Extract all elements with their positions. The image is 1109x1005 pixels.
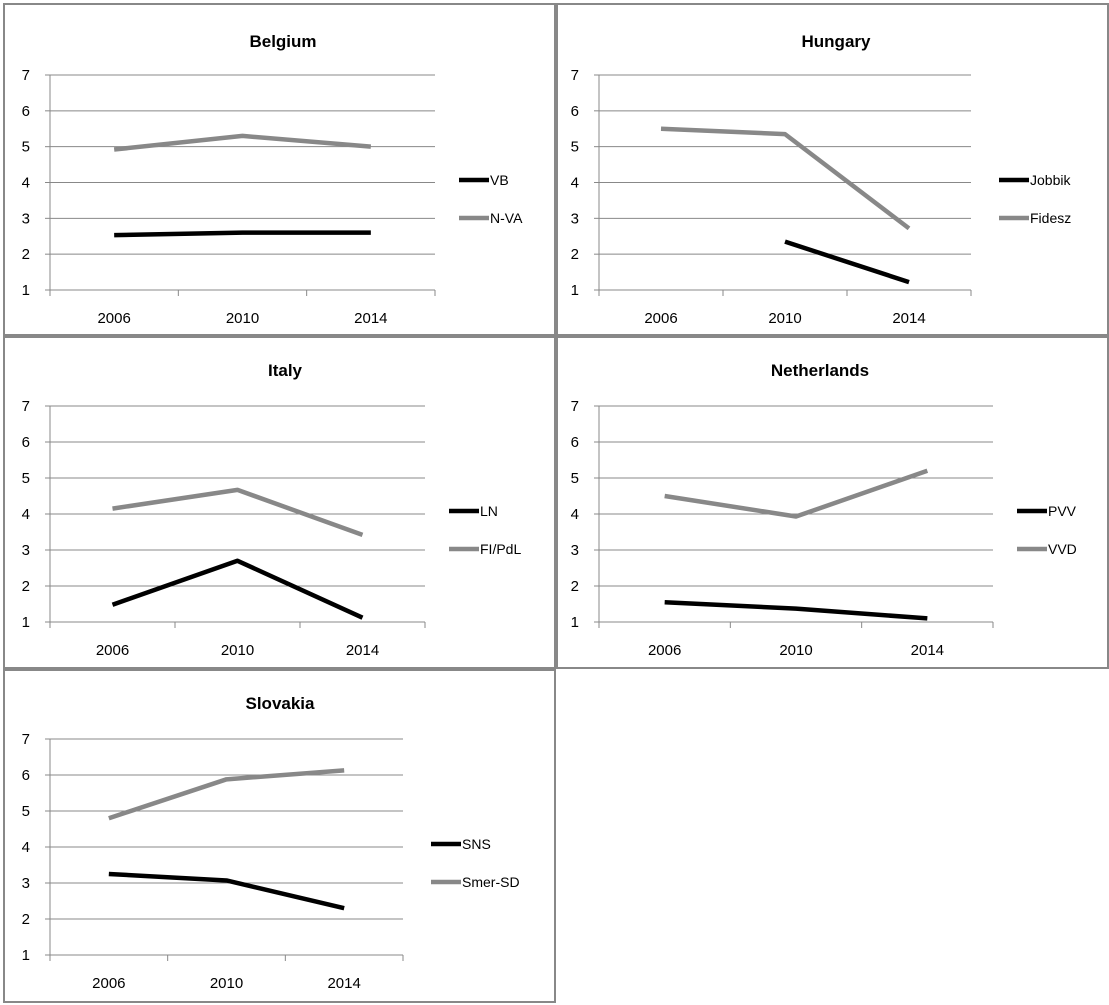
belgium-chart-title: Belgium bbox=[249, 32, 316, 51]
legend-label-vb: VB bbox=[490, 172, 509, 188]
chart-slovakia: Slovakia 1 2 3 4 5 6 7 2006 2010 2014 SNS Smer-SD bbox=[5, 671, 558, 1005]
y-tick-label: 3 bbox=[22, 210, 30, 227]
x-tick-label: 2014 bbox=[892, 310, 925, 327]
y-tick-label: 6 bbox=[571, 103, 579, 120]
chart-panel-slovakia: Slovakia 1 2 3 4 5 6 7 2006 2010 2014 SNS Smer-SD bbox=[3, 669, 556, 1003]
y-tick-label: 6 bbox=[22, 103, 30, 120]
y-tick-label: 1 bbox=[571, 282, 579, 299]
y-tick-label: 3 bbox=[571, 542, 579, 559]
chart-belgium: Belgium 1 2 3 4 5 6 7 2006 2010 2014 VB N-VA bbox=[5, 5, 558, 338]
series-line-jobbik bbox=[785, 242, 909, 282]
y-tick-label: 1 bbox=[571, 614, 579, 631]
y-tick-label: 7 bbox=[571, 67, 579, 84]
y-tick-label: 5 bbox=[571, 470, 579, 487]
x-tick-label: 2006 bbox=[644, 310, 677, 327]
y-tick-label: 1 bbox=[22, 282, 30, 299]
y-tick-label: 2 bbox=[571, 578, 579, 595]
series-line-vb bbox=[114, 233, 371, 236]
y-tick-label: 7 bbox=[571, 398, 579, 415]
x-tick-label: 2010 bbox=[221, 642, 254, 659]
series-line-pvv bbox=[665, 602, 928, 618]
y-tick-label: 6 bbox=[22, 767, 30, 784]
series-line-ln bbox=[113, 561, 363, 618]
y-tick-label: 3 bbox=[22, 875, 30, 892]
x-tick-label: 2006 bbox=[97, 310, 130, 327]
y-tick-label: 7 bbox=[22, 398, 30, 415]
x-tick-label: 2014 bbox=[911, 642, 944, 659]
chart-panel-italy: Italy 1 2 3 4 5 6 7 2006 2010 2014 LN FI/PdL bbox=[3, 336, 556, 669]
hungary-chart-title: Hungary bbox=[802, 32, 872, 51]
legend-label-vvd: VVD bbox=[1048, 541, 1077, 557]
legend-label-fi-pdl: FI/PdL bbox=[480, 541, 521, 557]
slovakia-chart-title: Slovakia bbox=[246, 694, 316, 713]
series-line-n-va bbox=[114, 136, 371, 150]
chart-panel-belgium: Belgium 1 2 3 4 5 6 7 2006 2010 2014 VB N-VA bbox=[3, 3, 556, 336]
legend-label-n-va: N-VA bbox=[490, 210, 523, 226]
chart-panel-netherlands: Netherlands 1 2 3 4 5 6 7 2006 2010 2014 PVV VVD bbox=[556, 336, 1109, 669]
series-line-sns bbox=[109, 874, 344, 908]
x-tick-label: 2014 bbox=[346, 642, 379, 659]
y-tick-label: 4 bbox=[571, 175, 579, 192]
y-tick-label: 5 bbox=[22, 470, 30, 487]
chart-netherlands: Netherlands 1 2 3 4 5 6 7 2006 2010 2014 PVV VVD bbox=[558, 338, 1109, 671]
legend-label-pvv: PVV bbox=[1048, 503, 1077, 519]
x-tick-label: 2010 bbox=[779, 642, 812, 659]
y-tick-label: 2 bbox=[22, 246, 30, 263]
y-tick-label: 5 bbox=[22, 803, 30, 820]
y-tick-label: 1 bbox=[22, 614, 30, 631]
x-tick-label: 2010 bbox=[226, 310, 259, 327]
legend-label-fidesz: Fidesz bbox=[1030, 210, 1071, 226]
y-tick-label: 7 bbox=[22, 67, 30, 84]
y-tick-label: 3 bbox=[571, 210, 579, 227]
x-tick-label: 2014 bbox=[327, 975, 360, 992]
x-tick-label: 2006 bbox=[92, 975, 125, 992]
legend-label-ln: LN bbox=[480, 503, 498, 519]
series-line-fi-pdl bbox=[113, 490, 363, 535]
y-tick-label: 1 bbox=[22, 947, 30, 964]
y-tick-label: 3 bbox=[22, 542, 30, 559]
y-tick-label: 7 bbox=[22, 731, 30, 748]
y-tick-label: 6 bbox=[22, 434, 30, 451]
x-tick-label: 2010 bbox=[210, 975, 243, 992]
legend-label-smer-sd: Smer-SD bbox=[462, 874, 520, 890]
y-tick-label: 2 bbox=[22, 911, 30, 928]
legend-label-jobbik: Jobbik bbox=[1030, 172, 1071, 188]
x-tick-label: 2006 bbox=[648, 642, 681, 659]
x-tick-label: 2010 bbox=[768, 310, 801, 327]
chart-italy: Italy 1 2 3 4 5 6 7 2006 2010 2014 LN FI/PdL bbox=[5, 338, 558, 671]
y-tick-label: 5 bbox=[571, 139, 579, 156]
chart-hungary: Hungary 1 2 3 4 5 6 7 2006 2010 2014 Jobbik Fidesz bbox=[558, 5, 1109, 338]
legend-label-sns: SNS bbox=[462, 836, 491, 852]
y-tick-label: 4 bbox=[22, 175, 30, 192]
y-tick-label: 2 bbox=[22, 578, 30, 595]
y-tick-label: 5 bbox=[22, 139, 30, 156]
series-line-fidesz bbox=[661, 129, 909, 229]
y-tick-label: 2 bbox=[571, 246, 579, 263]
y-tick-label: 4 bbox=[571, 506, 579, 523]
chart-panel-hungary: Hungary 1 2 3 4 5 6 7 2006 2010 2014 Jobbik Fidesz bbox=[556, 3, 1109, 336]
netherlands-chart-title: Netherlands bbox=[771, 361, 869, 380]
x-tick-label: 2006 bbox=[96, 642, 129, 659]
italy-chart-title: Italy bbox=[268, 361, 303, 380]
y-tick-label: 6 bbox=[571, 434, 579, 451]
y-tick-label: 4 bbox=[22, 839, 30, 856]
x-tick-label: 2014 bbox=[354, 310, 387, 327]
y-tick-label: 4 bbox=[22, 506, 30, 523]
